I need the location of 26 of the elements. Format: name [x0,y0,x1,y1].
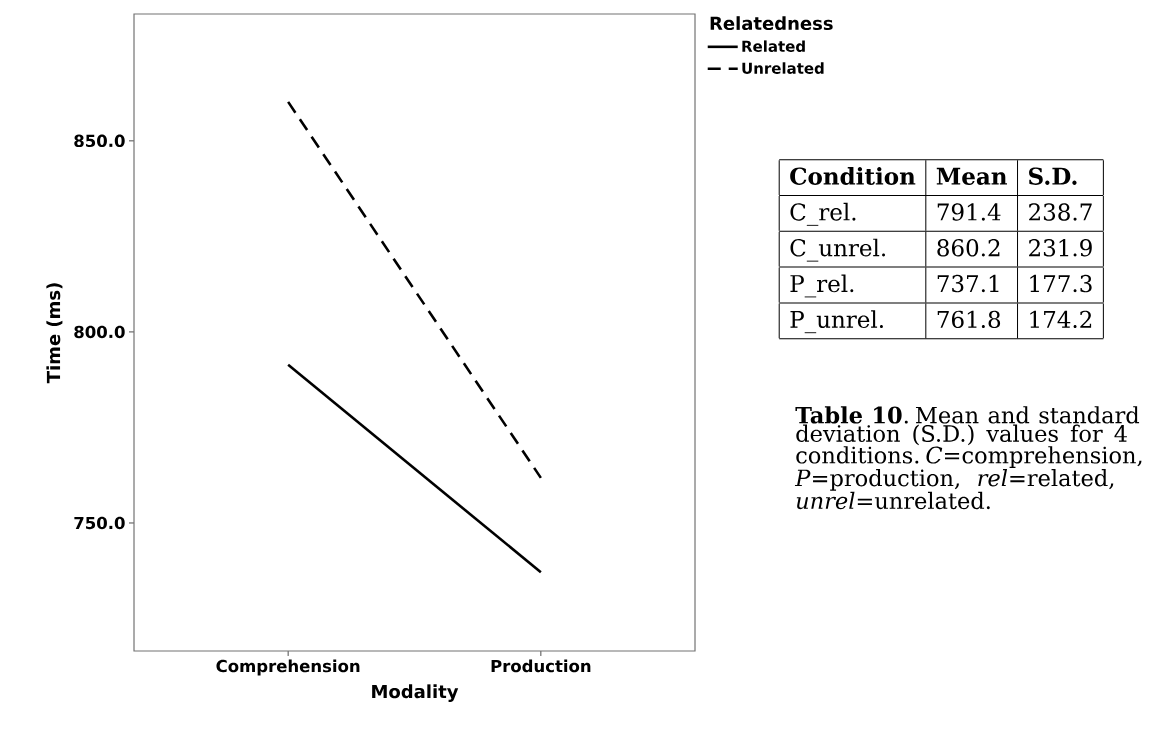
text: S.D. [1029,167,1077,185]
legend-label: Unrelated [742,62,824,74]
text: Table 10. Mean and standard deviation (S.D.) values for 4 conditions. C=comprehension, P=production, rel=related, unrel=unrelated. [794,406,1142,510]
text: Condition [790,167,916,185]
text: C_unrel. [790,238,886,262]
text: 761.8 [937,310,1001,329]
x-tick-label: Production [491,659,591,673]
y-tick-label: 750.0 [74,516,125,530]
y-axis-title: Time (ms) [46,283,63,384]
text: P_rel. [790,274,854,298]
text: 791.4 [937,203,1001,221]
text: C_rel. [790,202,856,226]
text: P_unrel. [790,310,883,334]
text: 860.2 [937,239,1000,257]
y-tick-label: 800.0 [74,325,125,339]
legend-label: Related [742,40,805,52]
text: 177.3 [1030,274,1092,293]
text: Mean [936,167,1008,185]
text: 737.1 [937,274,999,293]
x-axis-title: Modality [372,684,459,702]
text: 231.9 [1029,239,1092,257]
text: 238.7 [1029,203,1092,221]
y-tick-label: 850.0 [74,134,125,148]
legend-title: Relatedness [710,16,833,31]
x-tick-label: Comprehension [216,659,360,676]
text: 174.2 [1030,310,1092,329]
